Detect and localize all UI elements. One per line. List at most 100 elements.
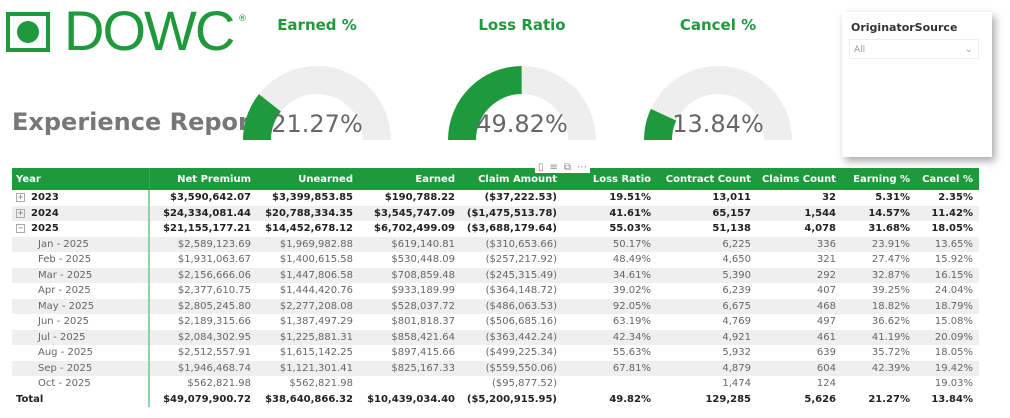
- table-cell: $2,277,208.08: [279, 300, 353, 312]
- table-cell: ($363,442.24): [485, 331, 557, 343]
- table-cell: 41.19%: [871, 331, 910, 343]
- table-cell: 55.63%: [612, 347, 651, 359]
- row-header: +2024: [12, 205, 150, 221]
- table-cell: 292: [816, 269, 836, 281]
- table-cell: 49.82%: [609, 393, 651, 405]
- table-cell: 124: [816, 378, 836, 390]
- table-cell: $858,421.64: [391, 331, 455, 343]
- expand-icon[interactable]: +: [16, 208, 25, 218]
- column-header[interactable]: Year: [12, 168, 150, 190]
- column-header[interactable]: Loss Ratio: [592, 173, 651, 185]
- table-row: Jan - 2025 $2,589,123.69 $1,969,982.88 $619…: [12, 236, 979, 252]
- gauge-title: Cancel %: [679, 16, 757, 34]
- table-cell: ($5,200,915.95): [466, 393, 557, 405]
- table-cell: 11.42%: [931, 207, 973, 219]
- table-cell: $20,788,334.35: [265, 207, 353, 219]
- row-header: Jul - 2025: [12, 329, 150, 345]
- table-cell: 32.87%: [871, 269, 910, 281]
- table-cell: 407: [816, 285, 836, 297]
- table-row: Aug - 2025 $2,512,557.91 $1,615,142.25 $897…: [12, 345, 979, 361]
- table-cell: ($364,148.72): [485, 285, 557, 297]
- table-cell: $3,399,853.85: [272, 192, 353, 204]
- table-cell: $1,121,301.41: [279, 362, 353, 374]
- table-cell: 1,474: [722, 378, 751, 390]
- table-cell: $708,859.48: [391, 269, 455, 281]
- table-cell: $2,084,302.95: [177, 331, 251, 343]
- row-header: −2025: [12, 221, 150, 237]
- gauge-value: 49.82%: [476, 110, 568, 138]
- slicer-title: OriginatorSource: [851, 21, 958, 34]
- table-cell: 42.39%: [871, 362, 910, 374]
- table-cell: $190,788.22: [384, 192, 455, 204]
- table-cell: $21,155,177.21: [163, 223, 251, 235]
- table-cell: $897,415.66: [391, 347, 455, 359]
- table-cell: 15.92%: [934, 254, 973, 266]
- table-cell: 468: [816, 300, 836, 312]
- total-row: Total $49,079,900.72 $38,640,866.32 $10,439…: [12, 391, 979, 407]
- gauge-cancel[interactable]: Cancel % 13.84%: [618, 10, 818, 150]
- table-cell: 461: [816, 331, 836, 343]
- gauge-value: 13.84%: [672, 110, 764, 138]
- column-header[interactable]: Unearned: [298, 173, 353, 185]
- row-header: Sep - 2025: [12, 360, 150, 376]
- table-cell: 36.62%: [871, 316, 910, 328]
- table-cell: $1,969,982.88: [279, 238, 353, 250]
- table-cell: 42.34%: [612, 331, 651, 343]
- more-options-icon[interactable]: ⋯: [577, 162, 588, 173]
- column-header[interactable]: Claim Amount: [478, 173, 557, 185]
- gauge-fill: [448, 66, 522, 140]
- table-cell: 5,626: [804, 393, 836, 405]
- chevron-down-icon: ⌄: [964, 44, 973, 55]
- table-row: Apr - 2025 $2,377,610.75 $1,444,420.76 $933…: [12, 283, 979, 299]
- originator-source-slicer: OriginatorSource All ⌄: [842, 12, 992, 157]
- table-cell: 19.03%: [934, 378, 973, 390]
- gauge-title: Earned %: [277, 16, 357, 34]
- column-header[interactable]: Earning %: [853, 173, 910, 185]
- table-cell: $1,931,063.67: [177, 254, 251, 266]
- column-header[interactable]: Net Premium: [177, 173, 251, 185]
- dropdown-value: All: [854, 45, 866, 55]
- table-cell: $530,448.09: [391, 254, 455, 266]
- row-header: Mar - 2025: [12, 267, 150, 283]
- table-cell: 92.05%: [612, 300, 651, 312]
- table-cell: 6,239: [722, 285, 751, 297]
- table-cell: $528,037.72: [391, 300, 455, 312]
- table-cell: $933,189.99: [391, 285, 455, 297]
- expand-icon[interactable]: +: [16, 193, 25, 203]
- row-header: May - 2025: [12, 298, 150, 314]
- collapse-icon[interactable]: −: [16, 224, 25, 234]
- table-cell: 41.61%: [609, 207, 651, 219]
- table-cell: 13.65%: [934, 238, 973, 250]
- table-cell: 39.25%: [871, 285, 910, 297]
- pin-icon[interactable]: ▯: [538, 162, 544, 173]
- table-cell: $38,640,866.32: [265, 393, 353, 405]
- table-cell: 18.79%: [934, 300, 973, 312]
- column-header[interactable]: Cancel %: [922, 173, 973, 185]
- table-cell: $10,439,034.40: [367, 393, 455, 405]
- gauge-fill: [644, 108, 677, 140]
- table-cell: 5,932: [722, 347, 751, 359]
- table-cell: $2,589,123.69: [177, 238, 251, 250]
- experience-matrix: Year Net Premium Unearned Earned Claim Amoun…: [12, 168, 979, 407]
- table-cell: ($95,877.52): [491, 378, 557, 390]
- logo-text: DOWC: [64, 0, 235, 62]
- column-header[interactable]: Earned: [415, 173, 455, 185]
- table-cell: $3,545,747.09: [374, 207, 455, 219]
- gauge-loss-ratio[interactable]: Loss Ratio 49.82%: [422, 10, 622, 150]
- originator-source-dropdown[interactable]: All ⌄: [849, 39, 979, 59]
- row-header: Feb - 2025: [12, 252, 150, 268]
- table-cell: 1,544: [804, 207, 836, 219]
- column-header[interactable]: Claims Count: [761, 173, 836, 185]
- gauge-earned[interactable]: Earned % 21.27%: [217, 10, 417, 150]
- table-row: Mar - 2025 $2,156,666.06 $1,447,806.58 $708…: [12, 267, 979, 283]
- filter-icon[interactable]: ≡: [549, 162, 558, 173]
- table-cell: 2.35%: [938, 192, 973, 204]
- table-cell: ($506,685.16): [485, 316, 557, 328]
- table-row: Oct - 2025 $562,821.98 $562,821.98 ($95,877…: [12, 376, 979, 392]
- table-cell: $1,400,615.58: [279, 254, 353, 266]
- column-header[interactable]: Contract Count: [665, 173, 751, 185]
- table-cell: 67.81%: [612, 362, 651, 374]
- focus-mode-icon[interactable]: ⧉: [563, 162, 572, 173]
- gauge-value: 21.27%: [271, 110, 363, 138]
- table-cell: ($257,217.92): [485, 254, 557, 266]
